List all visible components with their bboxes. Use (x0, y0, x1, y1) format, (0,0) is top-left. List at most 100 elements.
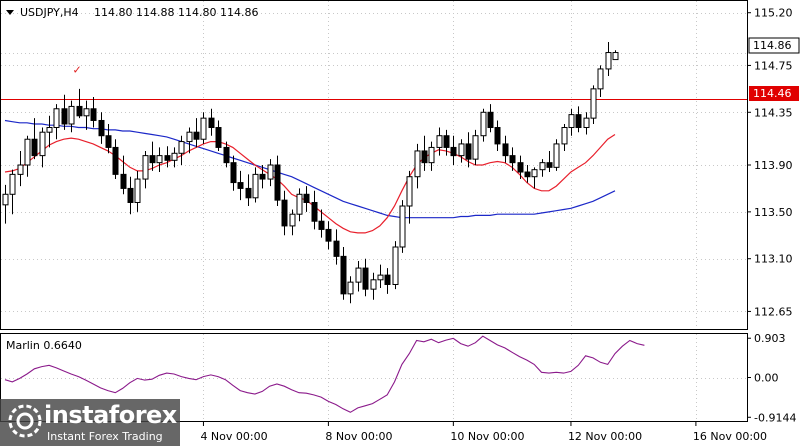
candle (200, 112, 207, 144)
candle (450, 135, 457, 165)
candle (590, 85, 597, 124)
time-tick-label: 12 Nov 00:00 (568, 430, 642, 443)
price-tick-label: 113.50 (754, 206, 793, 219)
oscillator-tick-label: -0.9144 (754, 411, 796, 424)
watermark-tagline: Instant Forex Trading (47, 430, 163, 443)
time-tick-label: 4 Nov 00:00 (200, 430, 267, 443)
candle (61, 94, 68, 130)
candle (134, 170, 141, 212)
oscillator-label: Marlin 0.6640 (6, 339, 82, 352)
price-tick-label: 113.10 (754, 253, 793, 266)
candle (39, 127, 46, 168)
candle (112, 139, 119, 180)
current-price-label: 114.86 (753, 39, 792, 52)
candle (509, 147, 516, 171)
candle (237, 170, 244, 201)
candle (546, 150, 553, 173)
ohlc-header: 114.80 114.88 114.80 114.86 (94, 6, 258, 19)
oscillator-tick-label: 0.903 (754, 332, 786, 345)
oscillator-axis: 0.903 0.00 -0.9144 (747, 332, 796, 424)
candle (31, 118, 38, 160)
candle (2, 184, 9, 224)
candle (105, 124, 112, 154)
candle (458, 139, 465, 163)
candle (311, 190, 318, 230)
candle (208, 108, 215, 136)
resistance-price-tag: 114.46 (749, 86, 799, 101)
candle (53, 104, 60, 140)
resistance-price-label: 114.46 (753, 87, 792, 100)
candle (377, 264, 384, 288)
candle (340, 247, 347, 300)
candle (436, 127, 443, 156)
candle (76, 88, 83, 119)
candle (120, 155, 127, 195)
candle (83, 100, 90, 130)
candle (355, 261, 362, 292)
candle (274, 155, 281, 206)
candle (524, 165, 531, 183)
candle (318, 209, 325, 238)
collapse-triangle-icon[interactable] (6, 10, 14, 15)
candle (517, 155, 524, 180)
candle (561, 124, 568, 151)
candle (465, 132, 472, 168)
current-price-tag: 114.86 (748, 37, 800, 54)
candle (186, 127, 193, 154)
oscillator-series (4, 335, 645, 413)
candle (24, 135, 31, 177)
symbol-header: USDJPY,H4 (20, 6, 79, 19)
candle (399, 200, 406, 253)
candle (575, 106, 582, 133)
candle (46, 115, 53, 148)
candle (406, 170, 413, 224)
candle (370, 272, 377, 300)
time-tick-label: 10 Nov 00:00 (450, 430, 524, 443)
candle (539, 159, 546, 177)
candle (583, 112, 590, 135)
candle (296, 188, 303, 222)
watermark-name: instaforex (44, 401, 177, 429)
time-tick-label: 16 Nov 00:00 (693, 430, 767, 443)
time-axis: 4 Nov 00:00 8 Nov 00:00 10 Nov 00:00 12 Nov… (200, 421, 767, 443)
candle (414, 143, 421, 189)
candle (267, 159, 274, 187)
candle (289, 209, 296, 236)
candle (98, 112, 105, 144)
candle (252, 167, 259, 203)
ma-slow-line (4, 119, 616, 219)
candle (612, 50, 619, 61)
candle (259, 165, 266, 189)
time-tick-label: 8 Nov 00:00 (325, 430, 392, 443)
ma-slow-series (4, 119, 616, 219)
candle (164, 146, 171, 168)
ma-fast-line (4, 133, 616, 234)
candles-layer (2, 42, 619, 304)
candle (347, 276, 354, 304)
price-tick-label: 114.35 (754, 106, 793, 119)
candle (553, 139, 560, 171)
candle (171, 147, 178, 168)
candle (142, 150, 149, 189)
candle (472, 129, 479, 165)
candle (149, 141, 156, 171)
marlin-line (4, 335, 645, 413)
oscillator-tick-label: 0.00 (754, 372, 779, 385)
candle (421, 135, 428, 171)
candle (605, 42, 612, 76)
candle (193, 118, 200, 148)
candle (127, 176, 134, 215)
candle (531, 167, 538, 189)
price-tick-label: 114.75 (754, 59, 793, 72)
candle (156, 147, 163, 173)
check-mark-icon: ✓ (73, 63, 82, 76)
candle (568, 108, 575, 136)
candle (480, 108, 487, 142)
candle (392, 241, 399, 290)
ma-fast-series (4, 133, 616, 234)
instaforex-logo-icon (8, 404, 42, 438)
price-axis: 115.20 114.75 114.35 113.90 113.50 113.10 112.… (747, 7, 793, 318)
candle (597, 65, 604, 98)
candle (487, 104, 494, 133)
